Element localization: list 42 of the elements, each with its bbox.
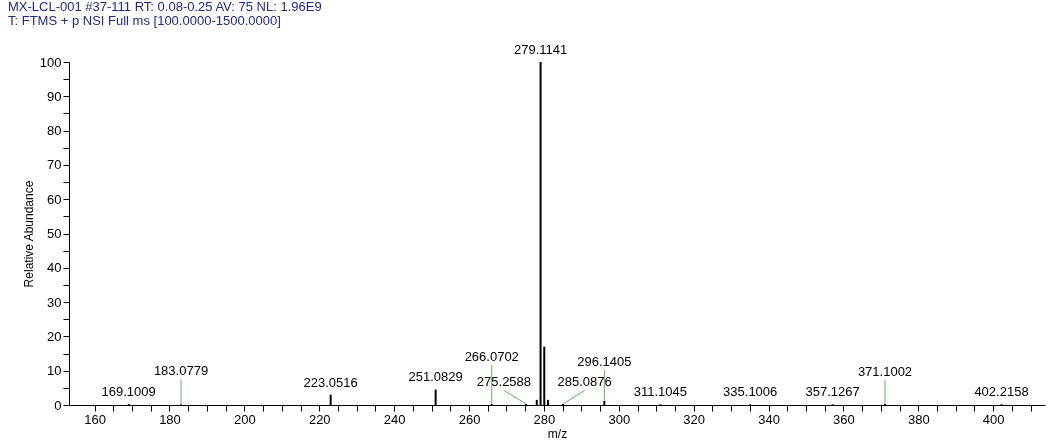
x-tick-label: 180 bbox=[159, 411, 181, 427]
y-tick-label: 10 bbox=[47, 363, 62, 379]
annotation: 275.2588 bbox=[476, 374, 532, 390]
annotation: 183.0779 bbox=[153, 363, 209, 379]
y-tick-label: 40 bbox=[47, 260, 62, 276]
annotation: 371.1002 bbox=[857, 363, 913, 379]
annotation: 296.1405 bbox=[577, 353, 632, 369]
y-tick-label: 20 bbox=[47, 328, 62, 344]
x-tick-label: 260 bbox=[458, 411, 481, 427]
annotation: 266.0702 bbox=[464, 348, 519, 364]
y-tick-label: 0 bbox=[54, 397, 62, 413]
x-tick-label: 160 bbox=[84, 411, 106, 427]
annotation: 251.0829 bbox=[408, 369, 463, 385]
x-tick-label: 240 bbox=[383, 411, 406, 427]
y-tick-label: 70 bbox=[47, 157, 62, 173]
annotation: 223.0516 bbox=[303, 374, 358, 390]
x-tick-label: 300 bbox=[608, 411, 631, 427]
annotation: 169.1009 bbox=[101, 383, 156, 399]
y-tick-label: 50 bbox=[47, 226, 62, 241]
x-tick-label: 280 bbox=[533, 411, 556, 427]
y-tick-label: 90 bbox=[47, 88, 62, 104]
annotation: 285.0876 bbox=[557, 374, 612, 390]
annotation: 279.1141 bbox=[513, 41, 568, 57]
x-tick-label: 380 bbox=[907, 411, 930, 427]
annotation: 311.1045 bbox=[633, 384, 687, 400]
x-tick-label: 360 bbox=[833, 411, 855, 427]
y-tick-label: 60 bbox=[47, 191, 62, 207]
chart-title: MX-LCL-001 #37-111 RT: 0.08-0.25 AV: 75 NL: 1.96E9 bbox=[8, 0, 322, 14]
annotation: 335.1006 bbox=[723, 384, 778, 400]
x-tick-label: 340 bbox=[758, 411, 780, 427]
chart-subtitle: T: FTMS + p NSI Full ms [100.0000-1500.0000] bbox=[8, 12, 281, 28]
x-tick-label: 400 bbox=[982, 411, 1005, 427]
y-axis-title: Relative Abundance bbox=[21, 180, 36, 288]
y-tick-label: 30 bbox=[47, 294, 62, 310]
x-axis-title: m/z bbox=[547, 426, 568, 441]
x-tick-label: 220 bbox=[308, 411, 331, 427]
x-tick-label: 320 bbox=[683, 411, 706, 427]
annotation: 402.2158 bbox=[974, 384, 1029, 400]
annotation: 357.1267 bbox=[805, 384, 860, 400]
y-tick-label: 80 bbox=[47, 123, 62, 139]
y-tick-label: 100 bbox=[39, 54, 62, 70]
x-tick-label: 200 bbox=[234, 411, 256, 427]
